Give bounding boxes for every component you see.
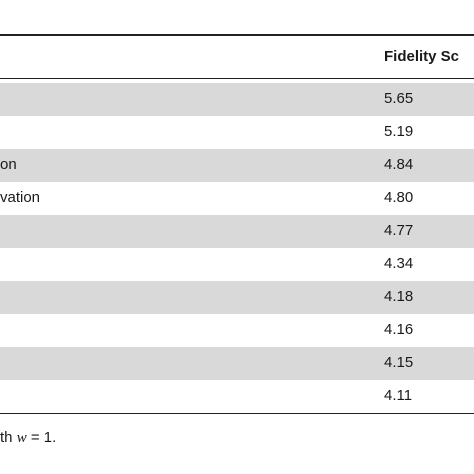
table-header-rule [0, 78, 474, 79]
table-row: 4.34 [0, 248, 474, 281]
fidelity-score: 5.65 [384, 90, 414, 107]
fidelity-score: 4.34 [384, 255, 414, 272]
footnote-prefix: th [0, 429, 17, 446]
fidelity-score: 4.80 [384, 189, 414, 206]
fidelity-score: 4.15 [384, 354, 414, 371]
fidelity-score-header: Fidelity Sc [384, 48, 460, 65]
table-row: 4.15 [0, 347, 474, 380]
table-row: 4.16 [0, 314, 474, 347]
fidelity-score: 5.19 [384, 123, 414, 140]
fidelity-score: 4.18 [384, 288, 414, 305]
table-row: 4.77 [0, 215, 474, 248]
row-label: vation [0, 189, 41, 206]
table-row: vation 4.80 [0, 182, 474, 215]
table-footnote: th w = 1. [0, 429, 56, 447]
table-row: on 4.84 [0, 149, 474, 182]
footnote-suffix: = 1. [26, 429, 57, 446]
table-row: 5.65 [0, 83, 474, 116]
row-label: on [0, 156, 17, 173]
table-row: 5.19 [0, 116, 474, 149]
table-top-rule [0, 34, 474, 36]
fidelity-score: 4.77 [384, 222, 414, 239]
footnote-variable: w [16, 430, 27, 446]
table-header-row: Fidelity Sc [0, 36, 474, 78]
table-row: 4.11 [0, 380, 474, 413]
fidelity-score: 4.11 [384, 387, 413, 404]
table-row: 4.18 [0, 281, 474, 314]
fidelity-score: 4.84 [384, 156, 414, 173]
table-bottom-rule [0, 413, 474, 414]
fidelity-score: 4.16 [384, 321, 414, 338]
table-body: 5.65 5.19 on 4.84 vation 4.80 4.77 4.34 … [0, 83, 474, 413]
